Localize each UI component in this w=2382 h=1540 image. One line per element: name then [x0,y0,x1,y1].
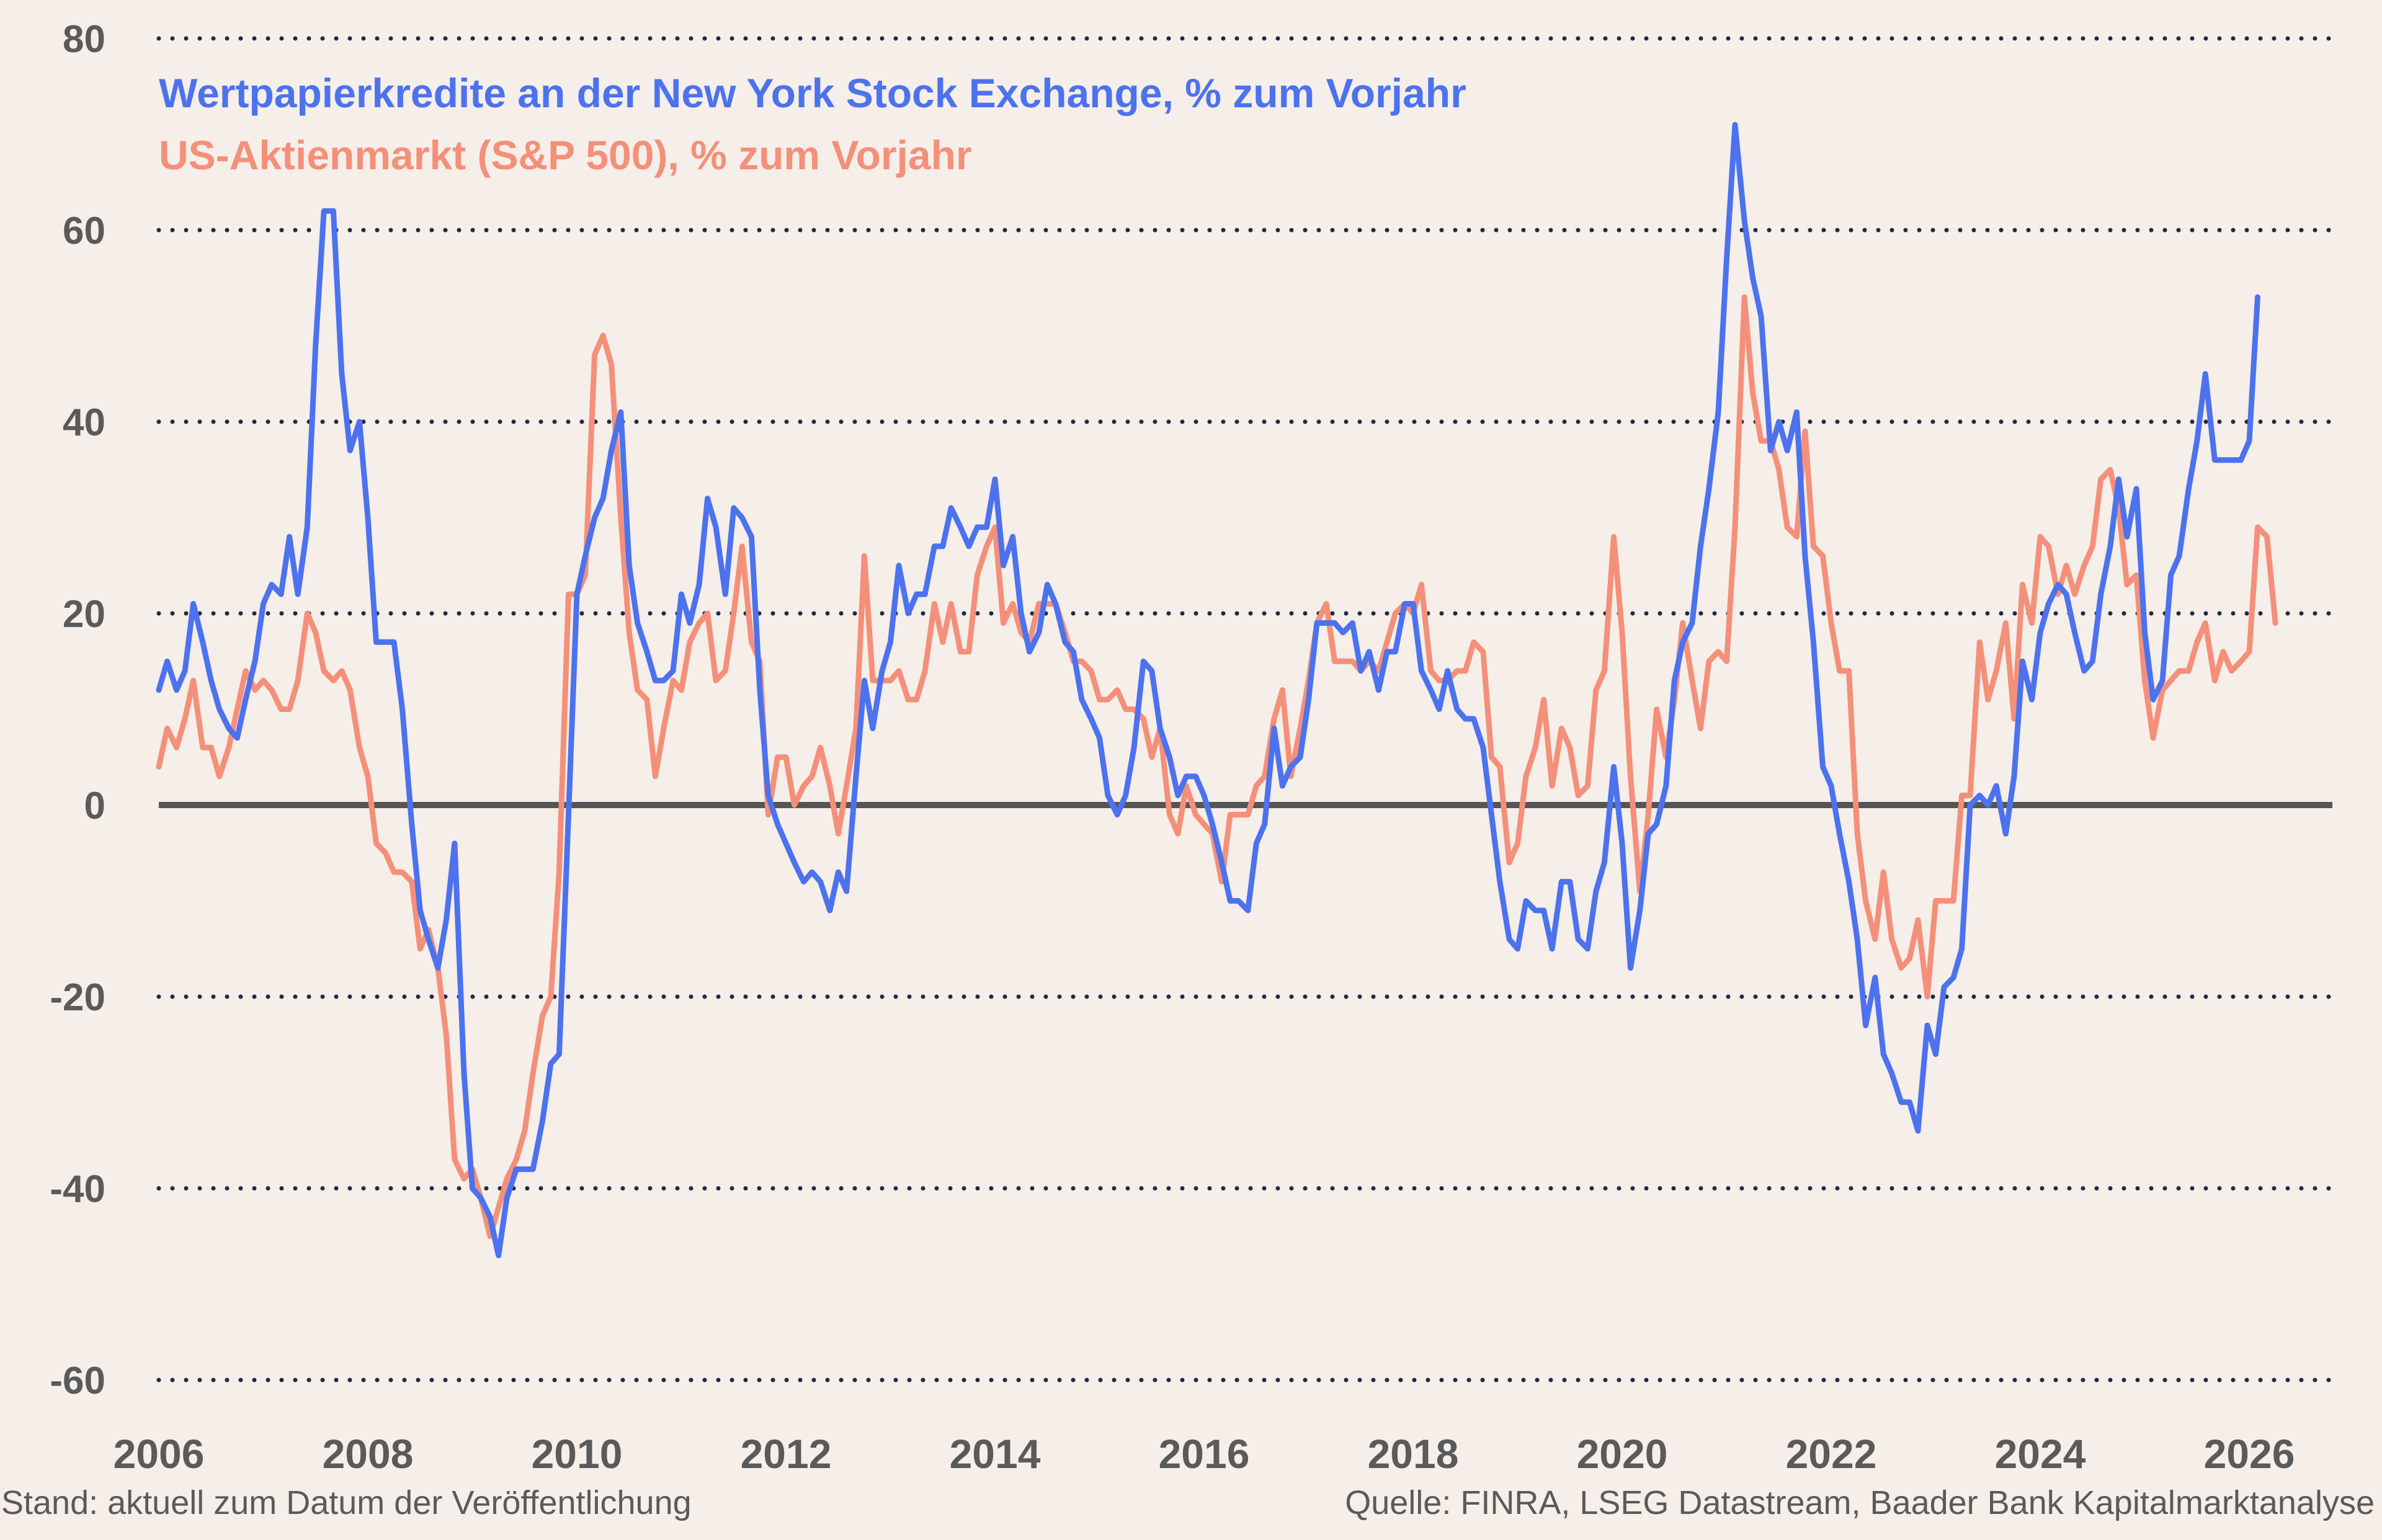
y-tick-label: 60 [63,210,105,252]
x-tick-label: 2018 [1368,1431,1459,1477]
y-tick-label: 0 [84,785,105,827]
legend-entry-securities-lending: Wertpapierkredite an der New York Stock … [159,70,1466,116]
legend-entry-sp500: US-Aktienmarkt (S&P 500), % zum Vorjahr [159,132,972,178]
y-axis-ticks: 80 60 40 20 0 -20 -40 -60 [50,18,105,1402]
y-tick-label: -40 [50,1168,105,1211]
x-tick-label: 2024 [1995,1431,2086,1477]
y-tick-label: -20 [50,976,105,1019]
x-tick-label: 2014 [950,1431,1041,1477]
footnote-date: Stand: aktuell zum Datum der Veröffentli… [1,1484,692,1521]
series-line-sp500 [156,294,2278,1239]
x-tick-label: 2010 [532,1431,623,1477]
series-line-securities-lending [156,122,2260,1258]
x-tick-label: 2012 [741,1431,832,1477]
series-lines [156,122,2278,1258]
x-tick-label: 2026 [2204,1431,2295,1477]
x-tick-label: 2008 [323,1431,414,1477]
grid-lines [156,36,2335,1382]
y-tick-label: 40 [63,401,105,444]
x-axis-ticks: 2006 2008 2010 2012 2014 2016 2018 2020 2022 2024… [114,1431,2295,1477]
x-tick-label: 2006 [114,1431,205,1477]
footnote-source: Quelle: FINRA, LSEG Datastream, Baader B… [1345,1484,2375,1521]
y-tick-label: -60 [50,1360,105,1402]
x-tick-label: 2020 [1577,1431,1668,1477]
x-tick-label: 2016 [1159,1431,1250,1477]
x-tick-label: 2022 [1786,1431,1877,1477]
y-tick-label: 80 [63,18,105,61]
y-tick-label: 20 [63,593,105,636]
